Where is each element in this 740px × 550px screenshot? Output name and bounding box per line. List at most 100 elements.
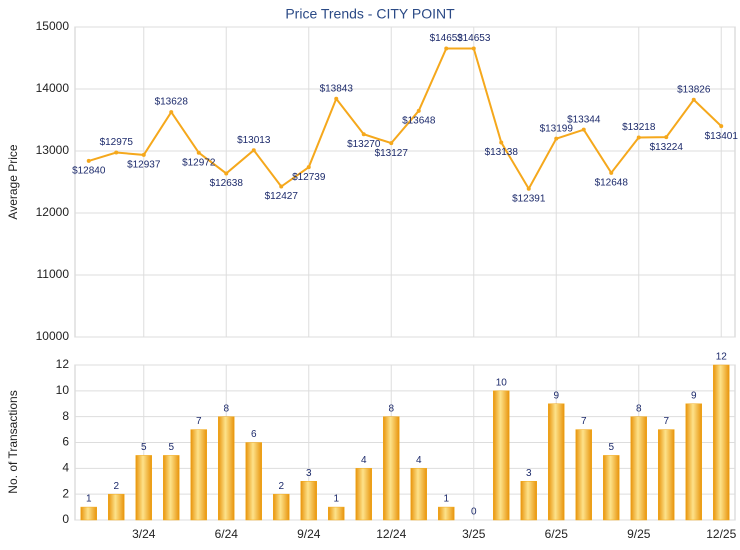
y-axis-label: No. of Transactions — [6, 390, 20, 493]
value-label: 5 — [141, 442, 147, 453]
value-label: 2 — [278, 481, 284, 492]
point — [526, 186, 531, 191]
x-tick-label: 9/24 — [297, 527, 321, 541]
value-label: $13138 — [485, 147, 519, 158]
value-label: $13401 — [705, 131, 739, 142]
value-label: $13013 — [237, 135, 271, 146]
value-label: 9 — [553, 390, 559, 401]
point — [636, 135, 641, 140]
point — [416, 108, 421, 113]
x-tick-label: 3/25 — [462, 527, 486, 541]
value-label: 7 — [663, 416, 669, 427]
chart-title: Price Trends - CITY POINT — [285, 6, 455, 22]
x-tick-label: 12/24 — [376, 527, 406, 541]
x-tick-label: 9/25 — [627, 527, 651, 541]
y-tick-label: 10 — [56, 383, 70, 397]
value-label: $13127 — [375, 148, 409, 159]
value-label: 8 — [223, 403, 229, 414]
value-label: 0 — [471, 507, 477, 518]
value-label: $14653 — [457, 33, 491, 44]
value-label: 5 — [168, 442, 174, 453]
point — [141, 152, 146, 157]
value-label: $13628 — [155, 97, 189, 108]
point — [224, 171, 229, 176]
point — [444, 46, 449, 51]
point — [169, 110, 174, 115]
bar — [80, 506, 97, 521]
value-label: $12937 — [127, 160, 161, 171]
bar — [135, 455, 152, 521]
y-tick-label: 8 — [62, 409, 69, 423]
y-axis-label: Average Price — [6, 144, 20, 219]
point — [196, 150, 201, 155]
value-label: 3 — [526, 468, 532, 479]
value-label: $12648 — [595, 177, 629, 188]
value-label: $12739 — [292, 172, 326, 183]
bar — [245, 442, 262, 521]
bar — [410, 468, 427, 521]
value-label: 7 — [196, 416, 202, 427]
point — [499, 140, 504, 145]
bar — [575, 429, 592, 521]
x-tick-label: 6/25 — [545, 527, 569, 541]
y-tick-label: 0 — [62, 512, 69, 526]
bar — [383, 416, 400, 521]
value-label: $13218 — [622, 122, 656, 133]
point — [114, 150, 119, 155]
value-label: $12975 — [100, 137, 134, 148]
value-label: 1 — [443, 494, 449, 505]
value-label: $13826 — [677, 84, 711, 95]
point — [554, 136, 559, 141]
value-label: 8 — [636, 403, 642, 414]
bar — [300, 481, 317, 521]
y-tick-label: 11000 — [37, 267, 70, 281]
value-label: 4 — [361, 455, 367, 466]
point — [664, 135, 669, 140]
bar — [190, 429, 207, 521]
y-tick-label: 6 — [62, 435, 69, 449]
bar — [630, 416, 647, 521]
value-label: 2 — [113, 481, 119, 492]
value-label: $13224 — [650, 142, 684, 153]
value-label: 1 — [333, 494, 339, 505]
price-line — [88, 47, 722, 191]
value-label: 4 — [416, 455, 422, 466]
point — [691, 97, 696, 102]
x-tick-label: 6/24 — [215, 527, 239, 541]
value-label: $12427 — [265, 191, 299, 202]
bar — [273, 493, 290, 521]
y-tick-label: 4 — [62, 461, 69, 475]
point — [361, 132, 366, 137]
value-label: 8 — [388, 403, 394, 414]
value-label: $13199 — [540, 123, 574, 134]
y-tick-label: 15000 — [36, 19, 70, 33]
value-label: $14653 — [430, 33, 464, 44]
y-tick-label: 10000 — [36, 329, 70, 343]
value-label: 6 — [251, 429, 257, 440]
point — [279, 184, 284, 189]
value-label: 3 — [306, 468, 312, 479]
value-label: $13843 — [320, 83, 354, 94]
bar — [603, 455, 620, 521]
value-label: $12840 — [72, 166, 106, 177]
value-label: $13344 — [567, 114, 601, 125]
value-label: $13270 — [347, 139, 381, 150]
x-tick-label: 3/24 — [132, 527, 156, 541]
bar — [328, 506, 345, 521]
value-label: 9 — [691, 390, 697, 401]
point — [719, 124, 724, 129]
point — [609, 170, 614, 175]
value-label: $12972 — [182, 157, 216, 168]
bar — [493, 390, 510, 521]
bar — [520, 481, 537, 521]
point — [86, 158, 91, 163]
value-label: 5 — [608, 442, 614, 453]
bar — [685, 403, 702, 521]
value-label: 10 — [496, 377, 508, 388]
bar — [218, 416, 235, 521]
point — [581, 127, 586, 132]
value-label: 12 — [716, 352, 728, 363]
value-label: 7 — [581, 416, 587, 427]
value-label: $12638 — [210, 178, 244, 189]
